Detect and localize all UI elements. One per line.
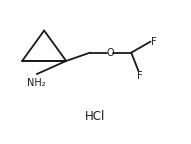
Text: HCl: HCl xyxy=(85,110,106,123)
Text: O: O xyxy=(106,48,114,58)
Text: F: F xyxy=(137,71,142,81)
Text: F: F xyxy=(151,37,157,47)
Text: NH₂: NH₂ xyxy=(27,78,45,88)
